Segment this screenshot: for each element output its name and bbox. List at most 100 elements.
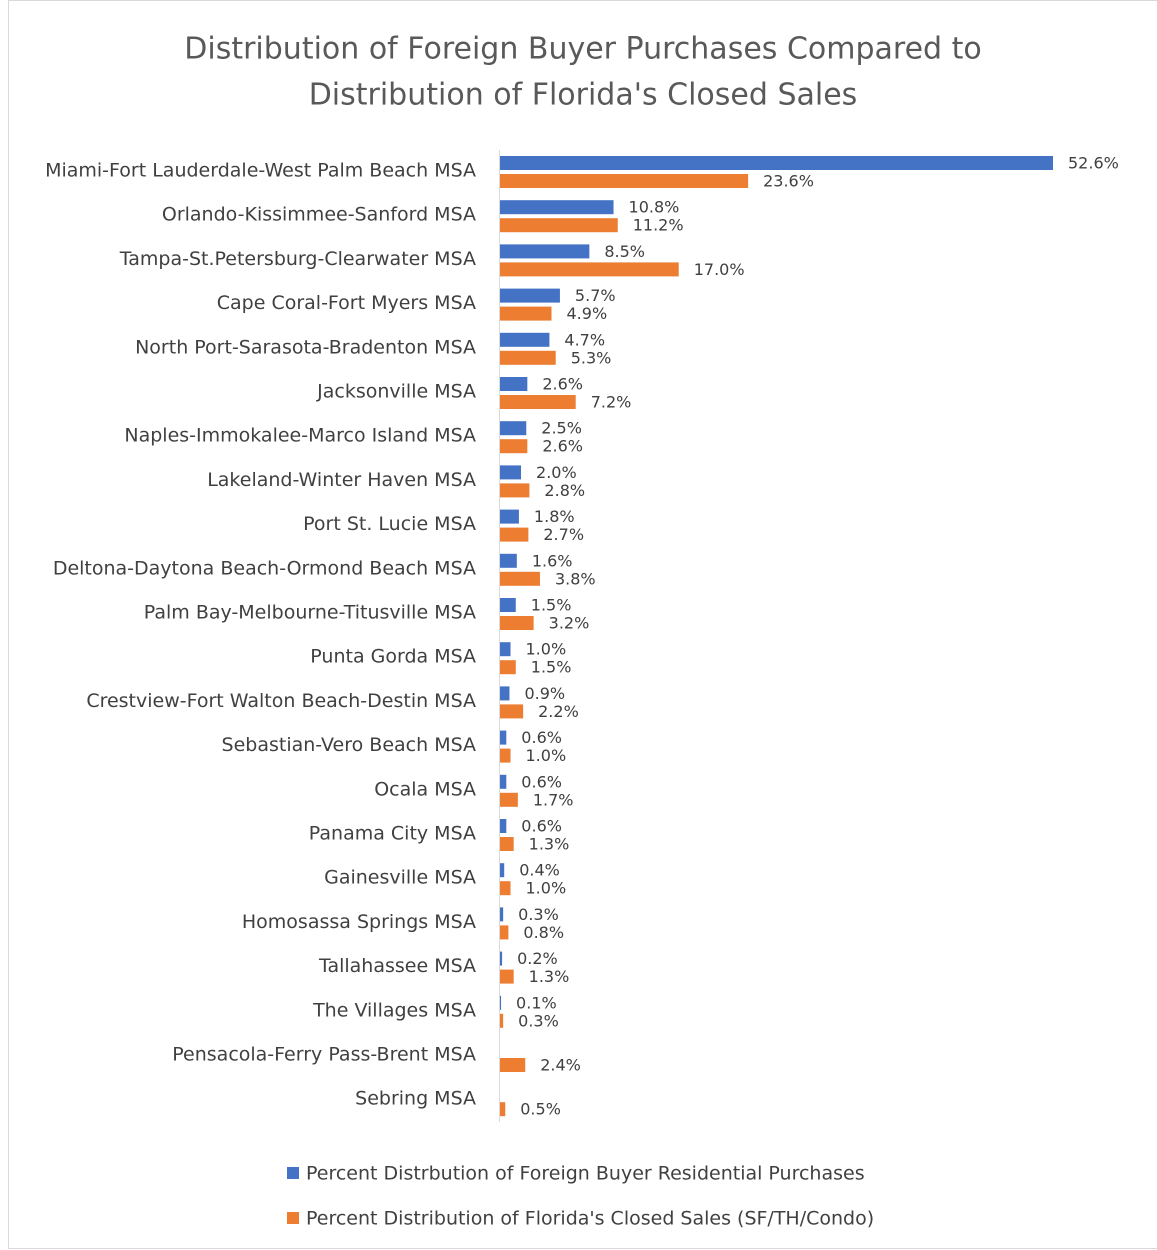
bar [500,792,518,807]
chart-title: Distribution of Florida's Closed Sales [309,78,858,113]
data-label: 2.6% [542,437,583,456]
bar [500,395,576,409]
bar [500,200,614,215]
data-label: 0.3% [518,1011,559,1030]
data-label: 17.0% [694,260,745,279]
data-label: 2.8% [544,481,585,500]
category-label: Homosassa Springs MSA [242,911,476,933]
bar [500,377,528,391]
bar [500,730,507,745]
bar [500,863,505,878]
data-label: 0.6% [521,817,562,836]
category-label: Miami-Fort Lauderdale-West Palm Beach MS… [45,160,476,182]
data-label: 1.5% [531,658,572,677]
data-label: 23.6% [763,172,814,191]
data-label: 1.0% [526,640,567,659]
legend-label: Percent Distribution of Florida's Closed… [306,1208,874,1230]
bar [500,439,528,454]
legend-swatch [287,1212,299,1224]
data-label: 11.2% [633,216,684,235]
data-label: 2.0% [536,463,577,482]
data-label: 0.6% [521,728,562,747]
bar [500,819,507,833]
data-label: 4.9% [567,304,608,323]
category-label: Deltona-Daytona Beach-Ormond Beach MSA [53,557,476,579]
bar [500,218,618,233]
bar [500,350,556,365]
data-label: 7.2% [591,393,632,412]
data-label: 0.1% [516,993,557,1012]
data-label: 1.7% [533,790,574,809]
bar [500,704,524,719]
legend-swatch [287,1167,299,1179]
bar [500,527,529,542]
bar [500,553,517,568]
chart-frame [8,0,1157,1249]
data-label: 0.4% [519,861,560,880]
bar [500,332,550,347]
bar [500,174,749,188]
category-label: Palm Bay-Melbourne-Titusville MSA [144,602,476,624]
bar [500,774,507,789]
category-label: Naples-Immokalee-Marco Island MSA [124,425,476,447]
category-label: Panama City MSA [309,823,476,845]
data-label: 52.6% [1068,154,1119,173]
data-label: 2.5% [541,419,582,438]
bar [500,509,519,524]
data-label: 2.7% [543,525,584,544]
chart-title: Distribution of Foreign Buyer Purchases … [184,32,981,67]
bar [500,969,514,984]
category-label: Cape Coral-Fort Myers MSA [217,292,476,314]
data-label: 0.5% [520,1100,561,1119]
data-label: 1.3% [529,967,570,986]
data-label: 5.7% [575,286,616,305]
bar [500,925,509,940]
data-label: 1.6% [532,551,573,570]
data-label: 1.3% [529,835,570,854]
category-label: Tallahassee MSA [318,955,476,977]
data-label: 1.5% [531,596,572,615]
bar [500,642,511,657]
data-label: 10.8% [629,198,680,217]
data-label: 3.2% [549,614,590,633]
bar [500,156,1053,170]
data-label: 0.9% [524,684,565,703]
bar [500,995,502,1010]
data-label: 8.5% [604,242,645,261]
bar [500,616,534,630]
bar [500,837,514,851]
bar [500,421,527,436]
category-label: Port St. Lucie MSA [303,513,476,535]
category-label: Orlando-Kissimmee-Sanford MSA [162,204,476,226]
bar [500,483,530,498]
data-label: 1.0% [526,746,567,765]
data-label: 1.0% [526,879,567,898]
bar [500,1058,526,1072]
data-label: 3.8% [555,569,596,588]
category-label: Pensacola-Ferry Pass-Brent MSA [172,1044,476,1066]
bar [500,686,510,701]
bar [500,951,503,966]
category-label: Crestview-Fort Walton Beach-Destin MSA [86,690,476,712]
category-label: Lakeland-Winter Haven MSA [207,469,476,491]
data-label: 2.4% [540,1056,581,1075]
legend-label: Percent Distrbution of Foreign Buyer Res… [306,1163,865,1185]
data-label: 2.2% [538,702,579,721]
category-label: The Villages MSA [312,999,476,1021]
data-label: 4.7% [564,330,605,349]
data-label: 0.8% [523,923,564,942]
data-label: 2.6% [542,375,583,394]
category-label: Jacksonville MSA [316,381,476,403]
bar [500,598,516,612]
category-label: Ocala MSA [374,778,476,800]
category-label: Sebastian-Vero Beach MSA [222,734,476,756]
bar [500,660,516,675]
data-label: 1.8% [534,507,575,526]
bar [500,262,679,277]
bar [500,465,522,480]
bar [500,306,552,321]
category-label: Punta Gorda MSA [310,646,476,668]
category-label: Sebring MSA [355,1088,476,1110]
data-label: 0.6% [521,772,562,791]
data-label: 0.3% [518,905,559,924]
